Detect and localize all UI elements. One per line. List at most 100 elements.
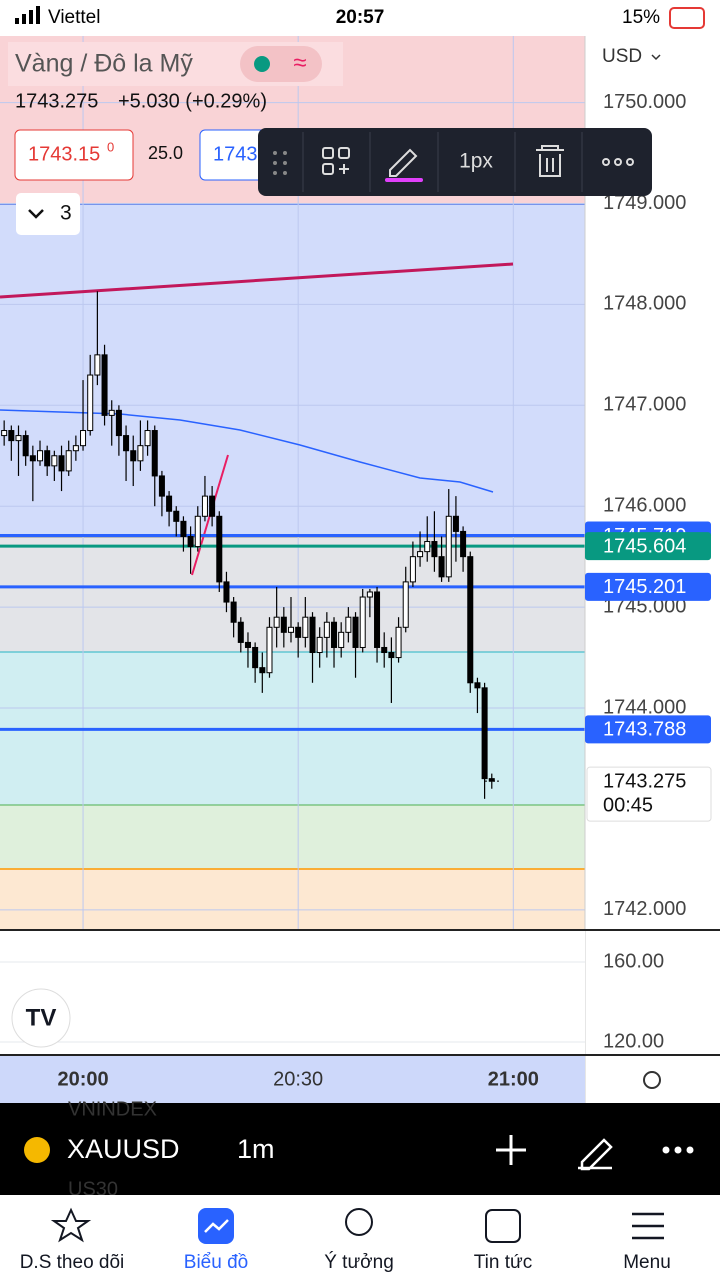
candle-body [194, 515, 201, 548]
candle-body [8, 430, 15, 442]
candle-body [44, 450, 51, 467]
collapse-button[interactable] [16, 193, 80, 235]
candle-body [409, 556, 416, 583]
drag-handle[interactable] [273, 151, 287, 175]
candle-body [388, 652, 395, 659]
tab-icon [50, 1207, 92, 1243]
sell-sup: 0 [107, 139, 114, 154]
candle-body [402, 581, 409, 628]
settings-icon[interactable] [643, 1071, 661, 1089]
add-button[interactable] [496, 1135, 526, 1165]
tab-label[interactable]: Tin tức [474, 1252, 532, 1273]
drawing-toolbar [258, 128, 652, 196]
ghost-symbol: US30 [68, 1178, 118, 1200]
candle-body [137, 445, 144, 462]
axis-labels: 1742.000 1744.000 1745.000 1746.000 1747.000… [585, 91, 712, 920]
y-tick-label: 1747.000 [603, 394, 686, 416]
candle-body [158, 475, 165, 497]
sell-button[interactable] [14, 129, 134, 181]
candle-body [230, 601, 237, 623]
candle-body [87, 374, 94, 432]
zone-gray [0, 537, 585, 652]
candle-body [488, 778, 495, 782]
candle-body [22, 435, 29, 457]
x-tick-label: 20:00 [57, 1068, 108, 1090]
candles [1, 291, 495, 799]
more-button[interactable] [662, 1146, 694, 1154]
candle-body [101, 354, 108, 416]
candle-body [359, 596, 366, 648]
tab-label[interactable]: Ý tưởng [324, 1252, 394, 1273]
candle-body [395, 626, 402, 659]
candle-body [366, 591, 373, 598]
candle-body [374, 591, 381, 648]
candle-body [352, 616, 359, 648]
candle-body [201, 495, 208, 517]
tab-label[interactable]: Menu [623, 1252, 671, 1273]
candle-body [323, 621, 330, 638]
time-axis [0, 1056, 585, 1103]
candle-body [309, 616, 316, 654]
candle-body [108, 409, 115, 416]
symbol-title[interactable]: Vàng / Đô la Mỹ [15, 50, 193, 78]
y-tick-label: 1742.000 [603, 898, 686, 920]
change: +5.030 (+0.29%) [118, 90, 267, 112]
symbol[interactable]: XAUUSD [67, 1134, 180, 1164]
y-tick-label: 160.00 [603, 950, 664, 972]
last-price-box [586, 766, 712, 822]
tab-icon [485, 1209, 521, 1243]
clock: 20:57 [336, 7, 385, 28]
line-width[interactable]: 1px [459, 150, 493, 173]
candle-body [72, 445, 79, 452]
x-tick-label: 20:30 [273, 1068, 323, 1090]
tab-label[interactable]: Biểu đồ [184, 1252, 248, 1273]
candle-body [287, 626, 295, 633]
badge: ≈ [293, 49, 306, 76]
more-icon[interactable] [602, 158, 634, 166]
tab-label[interactable]: D.S theo dõi [20, 1252, 125, 1273]
color-icon[interactable] [389, 148, 418, 177]
time-labels: 20:00 20:30 21:00 [57, 1068, 538, 1090]
candle-body [123, 435, 130, 452]
candle-body [151, 430, 158, 477]
candle-body [345, 616, 352, 633]
candle-body [80, 430, 87, 447]
delete-icon[interactable] [536, 145, 564, 177]
candle-body [474, 682, 481, 689]
draw-button[interactable] [578, 1138, 613, 1171]
status-pill [240, 46, 322, 82]
candle-body [187, 535, 194, 548]
zone-orange [0, 869, 585, 930]
sell-price: 1743.15 [28, 143, 100, 165]
candle-body [338, 631, 345, 648]
interval[interactable]: 1m [237, 1134, 275, 1164]
currency[interactable]: USD [602, 46, 642, 67]
candle-body [331, 621, 338, 648]
candle-body [295, 626, 302, 638]
toolbar-separators [302, 132, 583, 192]
candle-body [58, 455, 65, 472]
price-label: 1743.788 [603, 719, 686, 741]
last-price: 1743.275 [15, 90, 98, 112]
candle-body [65, 450, 72, 472]
tab-icon [345, 1208, 373, 1236]
candle-body [460, 530, 467, 558]
candle-body [280, 616, 287, 633]
candle-body [94, 354, 101, 376]
template-icon[interactable] [322, 147, 350, 175]
price-label: 1745.201 [603, 576, 686, 598]
zone-green [0, 805, 585, 869]
candle-body [259, 667, 266, 674]
candle-body [452, 515, 459, 532]
symbol-icon [24, 1137, 50, 1163]
candle-body [438, 556, 445, 578]
tab-icon [204, 1219, 229, 1233]
y-tick-label: 1748.000 [603, 293, 686, 315]
currency-caret [651, 54, 661, 61]
candle-body [115, 409, 122, 437]
logo-badge[interactable] [11, 988, 71, 1048]
candle-body [209, 495, 216, 517]
candle-body [173, 510, 180, 522]
candle-body [273, 616, 280, 628]
candle-body [237, 621, 244, 643]
